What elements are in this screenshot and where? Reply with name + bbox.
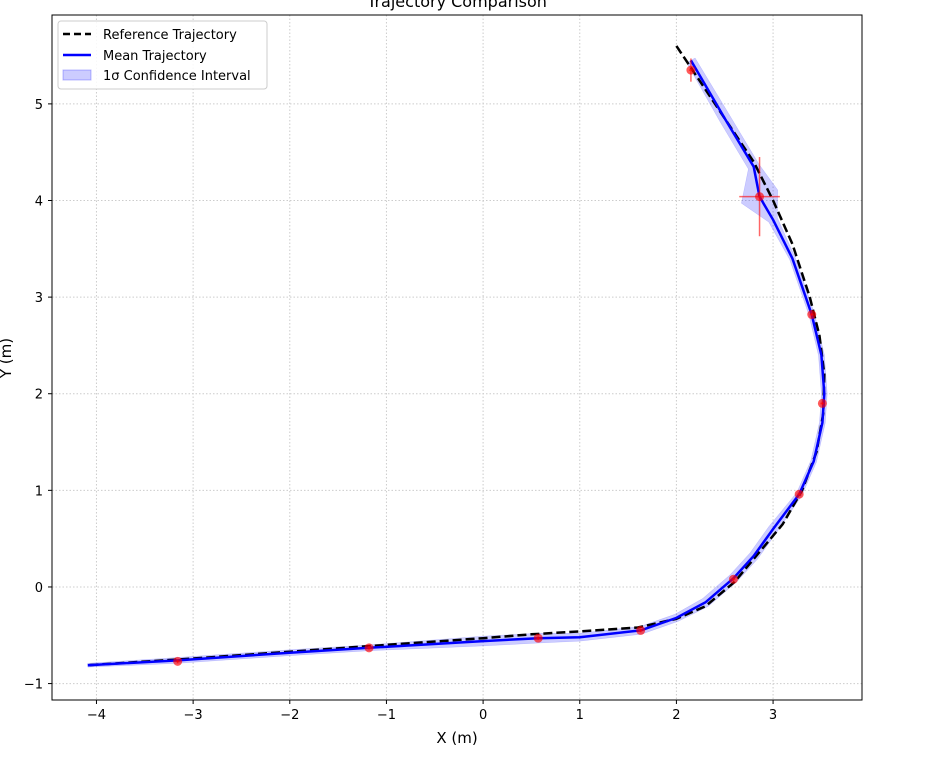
- y-tick-label: −1: [24, 678, 43, 693]
- waypoint-marker: [364, 643, 374, 653]
- y-tick-label: 3: [35, 291, 43, 306]
- x-tick-label: −2: [280, 708, 299, 723]
- waypoint-marker: [686, 65, 696, 75]
- x-tick-label: −4: [87, 708, 106, 723]
- grid: [52, 15, 862, 700]
- confidence-band: [87, 57, 828, 668]
- axis-ticks: −4 −3 −2 −1 0 1 2 3 −1 0 1 2 3 4 5: [24, 98, 777, 723]
- y-tick-label: 1: [35, 484, 43, 499]
- chart-title: Trajectory Comparison: [366, 0, 547, 11]
- x-tick-label: 3: [769, 708, 777, 723]
- x-tick-label: 1: [576, 708, 584, 723]
- waypoint-marker: [794, 489, 804, 499]
- plot-frame: [51, 14, 863, 701]
- waypoint-marker: [755, 192, 765, 202]
- x-axis-label: X (m): [436, 729, 477, 747]
- legend: Reference Trajectory Mean Trajectory 1σ …: [57, 20, 268, 90]
- legend-band-swatch: [62, 69, 92, 81]
- waypoint-marker: [728, 574, 738, 584]
- x-tick-label: 2: [672, 708, 680, 723]
- legend-band-label: 1σ Confidence Interval: [103, 69, 251, 84]
- waypoint-markers: [173, 58, 827, 666]
- mean-trajectory-line: [87, 59, 826, 667]
- y-tick-label: 0: [35, 581, 43, 596]
- reference-trajectory-line: [87, 45, 826, 667]
- x-tick-label: −3: [184, 708, 203, 723]
- waypoint-marker: [173, 656, 183, 666]
- x-tick-label: 0: [479, 708, 487, 723]
- y-axis-label: Y (m): [0, 338, 15, 379]
- y-tick-label: 4: [35, 195, 43, 210]
- legend-reference-label: Reference Trajectory: [103, 28, 237, 43]
- y-tick-label: 5: [35, 98, 43, 113]
- waypoint-marker: [533, 633, 543, 643]
- legend-mean-label: Mean Trajectory: [103, 49, 207, 64]
- waypoint-marker: [807, 310, 817, 320]
- y-tick-label: 2: [35, 388, 43, 403]
- waypoint-marker: [817, 398, 827, 408]
- x-tick-label: −1: [377, 708, 396, 723]
- waypoint-marker: [636, 625, 646, 635]
